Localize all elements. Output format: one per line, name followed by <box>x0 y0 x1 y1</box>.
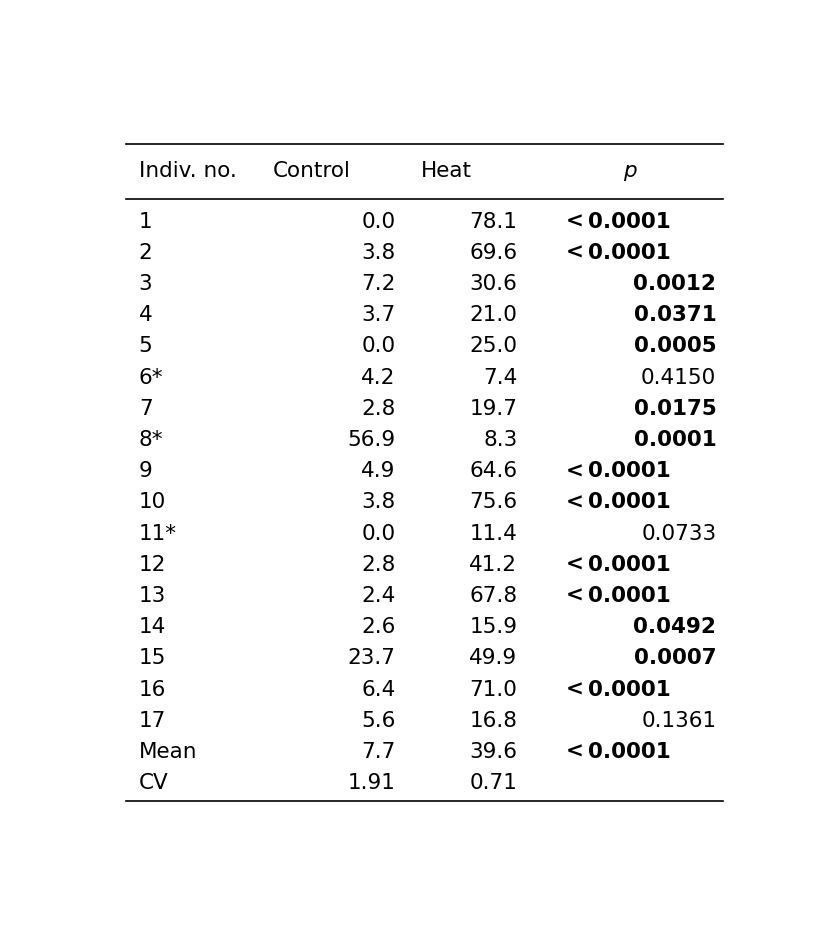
Text: 30.6: 30.6 <box>469 274 517 294</box>
Text: 0.0001: 0.0001 <box>587 211 670 232</box>
Text: Mean: Mean <box>139 742 197 762</box>
Text: 16: 16 <box>139 680 166 700</box>
Text: 0.0005: 0.0005 <box>633 336 715 357</box>
Text: 5: 5 <box>139 336 152 357</box>
Text: 1: 1 <box>139 211 152 232</box>
Text: 0.1361: 0.1361 <box>640 711 715 731</box>
Text: Indiv. no.: Indiv. no. <box>139 161 237 182</box>
Text: 2: 2 <box>139 243 152 263</box>
Text: 15: 15 <box>139 649 166 668</box>
Text: 2.8: 2.8 <box>361 555 395 574</box>
Text: 0.0492: 0.0492 <box>633 617 715 637</box>
Text: <: < <box>565 742 583 762</box>
Text: 0.0001: 0.0001 <box>587 461 670 481</box>
Text: 49.9: 49.9 <box>469 649 517 668</box>
Text: 11.4: 11.4 <box>469 523 517 544</box>
Text: 69.6: 69.6 <box>469 243 517 263</box>
Text: 15.9: 15.9 <box>469 617 517 637</box>
Text: 7: 7 <box>139 398 152 419</box>
Text: 4: 4 <box>139 305 152 325</box>
Text: 3: 3 <box>139 274 152 294</box>
Text: 4.2: 4.2 <box>361 368 395 387</box>
Text: 13: 13 <box>139 586 166 606</box>
Text: 56.9: 56.9 <box>347 430 395 450</box>
Text: 17: 17 <box>139 711 166 731</box>
Text: 14: 14 <box>139 617 166 637</box>
Text: 4.9: 4.9 <box>361 461 395 481</box>
Text: 11*: 11* <box>139 523 177 544</box>
Text: 3.7: 3.7 <box>361 305 395 325</box>
Text: 9: 9 <box>139 461 152 481</box>
Text: 0.0001: 0.0001 <box>587 680 670 700</box>
Text: 21.0: 21.0 <box>469 305 517 325</box>
Text: 12: 12 <box>139 555 166 574</box>
Text: 3.8: 3.8 <box>361 243 395 263</box>
Text: 2.8: 2.8 <box>361 398 395 419</box>
Text: <: < <box>565 586 583 606</box>
Text: <: < <box>565 461 583 481</box>
Text: 3.8: 3.8 <box>361 492 395 512</box>
Text: Control: Control <box>273 161 351 182</box>
Text: 1.91: 1.91 <box>347 774 395 793</box>
Text: 0.0001: 0.0001 <box>587 243 670 263</box>
Text: 0.0371: 0.0371 <box>633 305 715 325</box>
Text: <: < <box>565 680 583 700</box>
Text: 10: 10 <box>139 492 166 512</box>
Text: 0.4150: 0.4150 <box>640 368 715 387</box>
Text: 6*: 6* <box>139 368 163 387</box>
Text: 7.2: 7.2 <box>361 274 395 294</box>
Text: 7.4: 7.4 <box>482 368 517 387</box>
Text: 8.3: 8.3 <box>483 430 517 450</box>
Text: 0.0001: 0.0001 <box>587 586 670 606</box>
Text: 6.4: 6.4 <box>361 680 395 700</box>
Text: <: < <box>565 555 583 574</box>
Text: 2.6: 2.6 <box>361 617 395 637</box>
Text: 0.0007: 0.0007 <box>633 649 715 668</box>
Text: 7.7: 7.7 <box>361 742 395 762</box>
Text: 0.0001: 0.0001 <box>587 742 670 762</box>
Text: 0.0: 0.0 <box>361 336 395 357</box>
Text: <: < <box>565 492 583 512</box>
Text: 0.0012: 0.0012 <box>633 274 715 294</box>
Text: 39.6: 39.6 <box>469 742 517 762</box>
Text: 0.0175: 0.0175 <box>633 398 715 419</box>
Text: 71.0: 71.0 <box>469 680 517 700</box>
Text: p: p <box>622 161 636 182</box>
Text: 75.6: 75.6 <box>469 492 517 512</box>
Text: 25.0: 25.0 <box>469 336 517 357</box>
Text: 0.0733: 0.0733 <box>640 523 715 544</box>
Text: 5.6: 5.6 <box>361 711 395 731</box>
Text: 2.4: 2.4 <box>361 586 395 606</box>
Text: 8*: 8* <box>139 430 163 450</box>
Text: <: < <box>565 211 583 232</box>
Text: 78.1: 78.1 <box>469 211 517 232</box>
Text: 16.8: 16.8 <box>469 711 517 731</box>
Text: 0.71: 0.71 <box>469 774 517 793</box>
Text: 19.7: 19.7 <box>469 398 517 419</box>
Text: Heat: Heat <box>421 161 471 182</box>
Text: 23.7: 23.7 <box>347 649 395 668</box>
Text: 41.2: 41.2 <box>469 555 517 574</box>
Text: 0.0: 0.0 <box>361 211 395 232</box>
Text: CV: CV <box>139 774 169 793</box>
Text: 0.0: 0.0 <box>361 523 395 544</box>
Text: 67.8: 67.8 <box>469 586 517 606</box>
Text: 0.0001: 0.0001 <box>633 430 715 450</box>
Text: 64.6: 64.6 <box>469 461 517 481</box>
Text: 0.0001: 0.0001 <box>587 492 670 512</box>
Text: <: < <box>565 243 583 263</box>
Text: 0.0001: 0.0001 <box>587 555 670 574</box>
